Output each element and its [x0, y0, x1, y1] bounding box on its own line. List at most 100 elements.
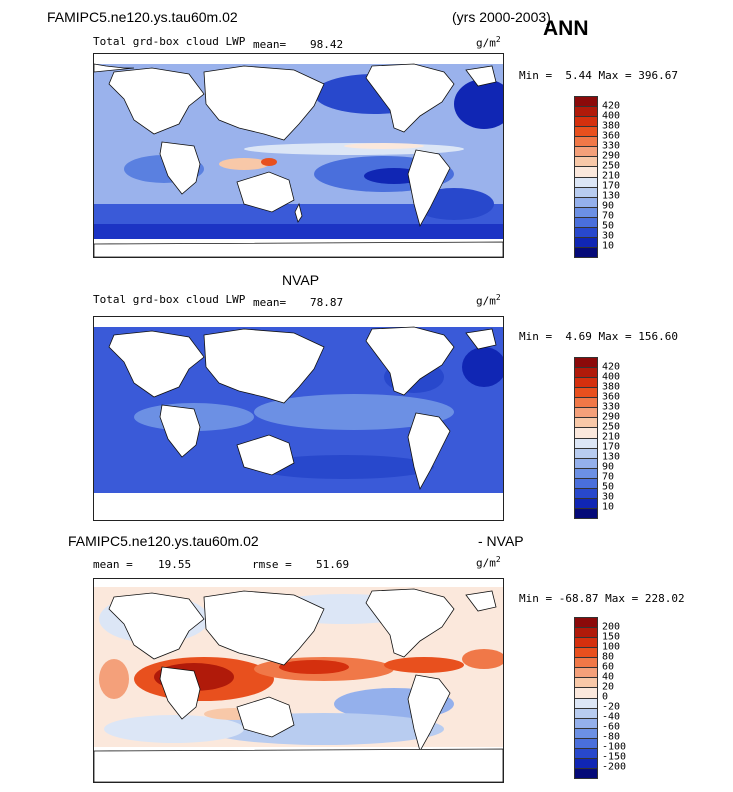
- land-mask: [94, 63, 503, 257]
- colorbar-tick-label: -80: [602, 731, 621, 743]
- colorbar-tick-label: -20: [602, 701, 621, 713]
- colorbar-swatch: [575, 137, 597, 148]
- colorbar-swatch: [575, 157, 597, 168]
- colorbar-swatch: [575, 237, 597, 248]
- map-panel-nvap: [93, 316, 504, 521]
- season-label: ANN: [543, 17, 589, 40]
- colorbar-tick-label: 60: [602, 661, 615, 673]
- case-title: FAMIPC5.ne120.ys.tau60m.02: [47, 9, 238, 25]
- panel3-mean-label: mean =: [93, 558, 133, 571]
- colorbar-tick-label: 150: [602, 631, 621, 643]
- colorbar-tick-label: 330: [602, 401, 621, 413]
- panel1-mean-value: 98.42: [310, 38, 344, 51]
- colorbar-swatch: [575, 678, 597, 689]
- colorbar-tick-label: -40: [602, 711, 621, 723]
- colorbar-swatch: [575, 658, 597, 669]
- colorbar-swatch: [575, 738, 597, 749]
- colorbar-tick-label: 210: [602, 170, 621, 182]
- panel2-field-label: Total grd-box cloud LWP: [93, 293, 246, 306]
- colorbar-swatch: [575, 618, 597, 629]
- colorbar-tick-label: 130: [602, 451, 621, 463]
- colorbar-swatch: [575, 668, 597, 679]
- panel3-rmse-value: 51.69: [316, 558, 350, 571]
- colorbar-tick-label: 10: [602, 240, 615, 252]
- map-nvap-field: [94, 317, 503, 520]
- colorbar-tick-label: 170: [602, 441, 621, 453]
- colorbar-difference: [574, 617, 598, 779]
- colorbar-swatch: [575, 708, 597, 719]
- colorbar-swatch: [575, 127, 597, 138]
- colorbar-swatch: [575, 638, 597, 649]
- colorbar-swatch: [575, 628, 597, 639]
- colorbar-swatch: [575, 227, 597, 238]
- colorbar-tick-label: 170: [602, 180, 621, 192]
- colorbar-swatch: [575, 107, 597, 118]
- panel3-subtitle-right: - NVAP: [478, 533, 524, 549]
- colorbar-swatch: [575, 378, 597, 389]
- panel1-minmax: Min = 5.44 Max = 396.67: [519, 69, 678, 82]
- colorbar-tick-label: -200: [602, 761, 627, 773]
- colorbar-tick-label: 380: [602, 381, 621, 393]
- colorbar-swatch: [575, 688, 597, 699]
- colorbar-tick-label: 90: [602, 461, 615, 473]
- colorbar-nvap: [574, 357, 598, 519]
- colorbar-swatch: [575, 408, 597, 419]
- colorbar-tick-label: 420: [602, 361, 621, 373]
- colorbar-swatch: [575, 698, 597, 709]
- colorbar-swatch: [575, 368, 597, 379]
- colorbar-swatch: [575, 167, 597, 178]
- map-panel-model: [93, 53, 504, 258]
- colorbar-tick-label: -100: [602, 741, 627, 753]
- colorbar-tick-label: 70: [602, 471, 615, 483]
- colorbar-tick-label: 250: [602, 421, 621, 433]
- colorbar-swatch: [575, 488, 597, 499]
- colorbar-swatch: [575, 758, 597, 769]
- colorbar-model-labels: 420 400 380 360 330 290 250 210 170 130 90 70 50 30 10: [602, 96, 642, 256]
- colorbar-swatch: [575, 468, 597, 479]
- map-model-field: [94, 54, 503, 257]
- colorbar-tick-label: 50: [602, 481, 615, 493]
- colorbar-tick-label: 20: [602, 681, 615, 693]
- colorbar-swatch: [575, 428, 597, 439]
- colorbar-tick-label: 50: [602, 220, 615, 232]
- colorbar-tick-label: 380: [602, 120, 621, 132]
- colorbar-tick-label: 10: [602, 501, 615, 513]
- colorbar-swatch: [575, 398, 597, 409]
- panel3-units: g/m2: [476, 555, 501, 570]
- colorbar-swatch: [575, 197, 597, 208]
- colorbar-tick-label: 290: [602, 150, 621, 162]
- colorbar-tick-label: 30: [602, 230, 615, 242]
- colorbar-tick-label: 90: [602, 200, 615, 212]
- colorbar-model: [574, 96, 598, 258]
- colorbar-tick-label: 30: [602, 491, 615, 503]
- colorbar-tick-label: 420: [602, 100, 621, 112]
- colorbar-swatch: [575, 247, 597, 257]
- panel3-mean-value: 19.55: [158, 558, 192, 571]
- colorbar-tick-label: 360: [602, 130, 621, 142]
- colorbar-tick-label: 400: [602, 110, 621, 122]
- colorbar-swatch: [575, 508, 597, 518]
- colorbar-swatch: [575, 718, 597, 729]
- colorbar-tick-label: 360: [602, 391, 621, 403]
- colorbar-swatch: [575, 187, 597, 198]
- colorbar-swatch: [575, 358, 597, 369]
- panel3-subtitle-left: FAMIPC5.ne120.ys.tau60m.02: [68, 533, 259, 549]
- years-label: (yrs 2000-2003): [452, 9, 551, 25]
- colorbar-swatch: [575, 117, 597, 128]
- colorbar-nvap-labels: 420 400 380 360 330 290 250 210 170 130 90 70 50 30 10: [602, 357, 642, 517]
- colorbar-swatch: [575, 748, 597, 759]
- colorbar-tick-label: 200: [602, 621, 621, 633]
- colorbar-swatch: [575, 458, 597, 469]
- colorbar-swatch: [575, 217, 597, 228]
- colorbar-tick-label: 130: [602, 190, 621, 202]
- colorbar-swatch: [575, 147, 597, 158]
- colorbar-tick-label: -150: [602, 751, 627, 763]
- colorbar-tick-label: 80: [602, 651, 615, 663]
- colorbar-tick-label: 40: [602, 671, 615, 683]
- panel2-subtitle: NVAP: [282, 272, 320, 288]
- map-difference-field: [94, 579, 503, 782]
- panel2-mean-value: 78.87: [310, 296, 344, 309]
- colorbar-swatch: [575, 388, 597, 399]
- colorbar-difference-labels: 200 150 100 80 60 40 20 0 -20 -40 -60 -80 -100 -150 -2…: [602, 617, 642, 777]
- colorbar-swatch: [575, 448, 597, 459]
